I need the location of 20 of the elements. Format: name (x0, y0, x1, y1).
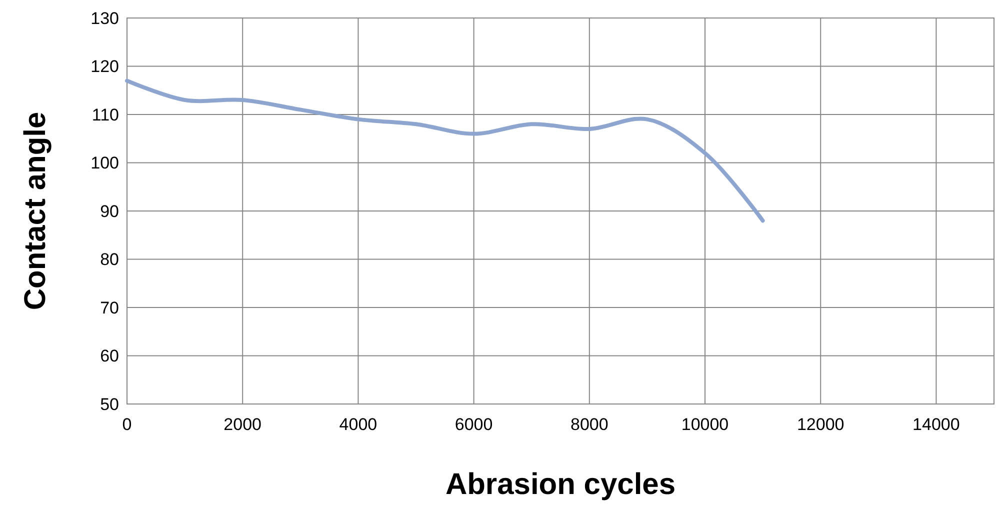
x-tick-label: 12000 (796, 415, 844, 434)
x-tick-label: 10000 (681, 415, 729, 434)
y-tick-label: 90 (100, 202, 119, 221)
x-tick-label: 6000 (454, 415, 493, 434)
line-series (125, 78, 765, 223)
y-tick-label: 100 (90, 154, 119, 173)
x-tick-label: 8000 (570, 415, 608, 434)
x-tick-label: 2000 (224, 415, 262, 434)
x-tick-label: 14000 (912, 415, 960, 434)
y-axis-title: Contact angle (19, 112, 52, 310)
y-tick-label: 60 (100, 346, 119, 366)
y-tick-label: 120 (90, 57, 119, 76)
x-axis-title: Abrasion cycles (445, 468, 676, 501)
x-tick-label: 0 (122, 415, 132, 434)
x-tick-label: 4000 (339, 415, 378, 434)
y-tick-label: 50 (100, 394, 119, 414)
y-tick-label: 110 (92, 105, 119, 124)
y-tick-label: 70 (100, 298, 119, 318)
y-tick-label: 80 (100, 250, 119, 270)
y-tick-label: 130 (90, 8, 119, 28)
